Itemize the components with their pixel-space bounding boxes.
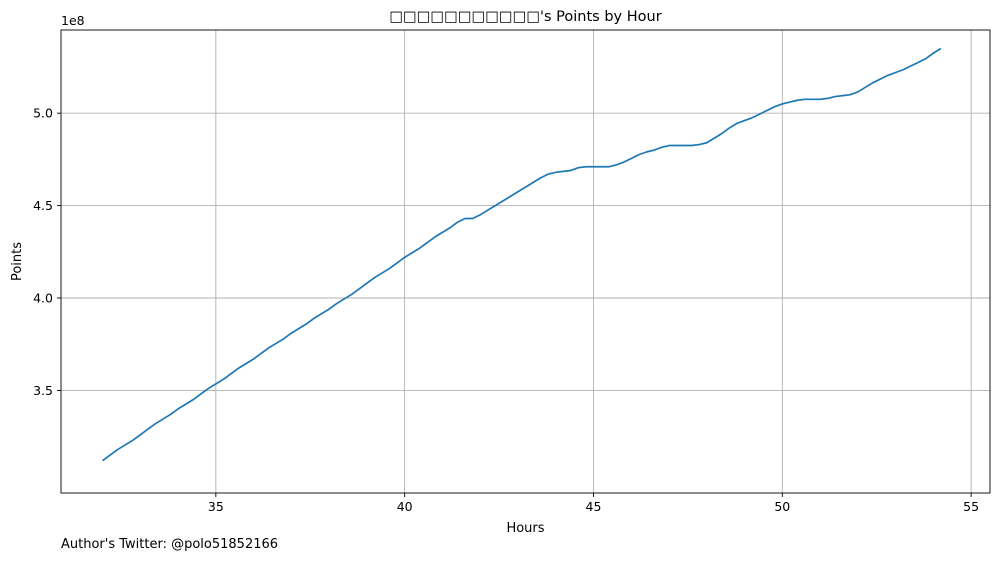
chart-title: □□□□□□□□□□□'s Points by Hour xyxy=(389,9,661,25)
y-tick-label: 4.5 xyxy=(33,198,53,213)
series-layer xyxy=(102,47,942,462)
y-axis-label: Points xyxy=(10,242,25,281)
y-tick-label: 3.5 xyxy=(33,383,53,398)
ticks: 35 40 45 50 55 3.5 4.0 4.5 5.0 xyxy=(33,106,979,514)
series-line xyxy=(102,47,942,462)
y-tick-label: 5.0 xyxy=(33,106,53,121)
grid-lines xyxy=(61,30,990,493)
x-tick-label: 40 xyxy=(397,499,413,514)
y-tick-label: 4.0 xyxy=(33,291,53,306)
x-tick-label: 45 xyxy=(586,499,602,514)
x-tick-label: 55 xyxy=(963,499,979,514)
x-tick-label: 35 xyxy=(208,499,224,514)
x-axis-label: Hours xyxy=(506,521,544,536)
plot-frame xyxy=(60,29,991,494)
author-credit: Author's Twitter: @polo51852166 xyxy=(61,537,279,552)
y-offset-label: 1e8 xyxy=(61,13,85,28)
x-tick-label: 50 xyxy=(774,499,790,514)
